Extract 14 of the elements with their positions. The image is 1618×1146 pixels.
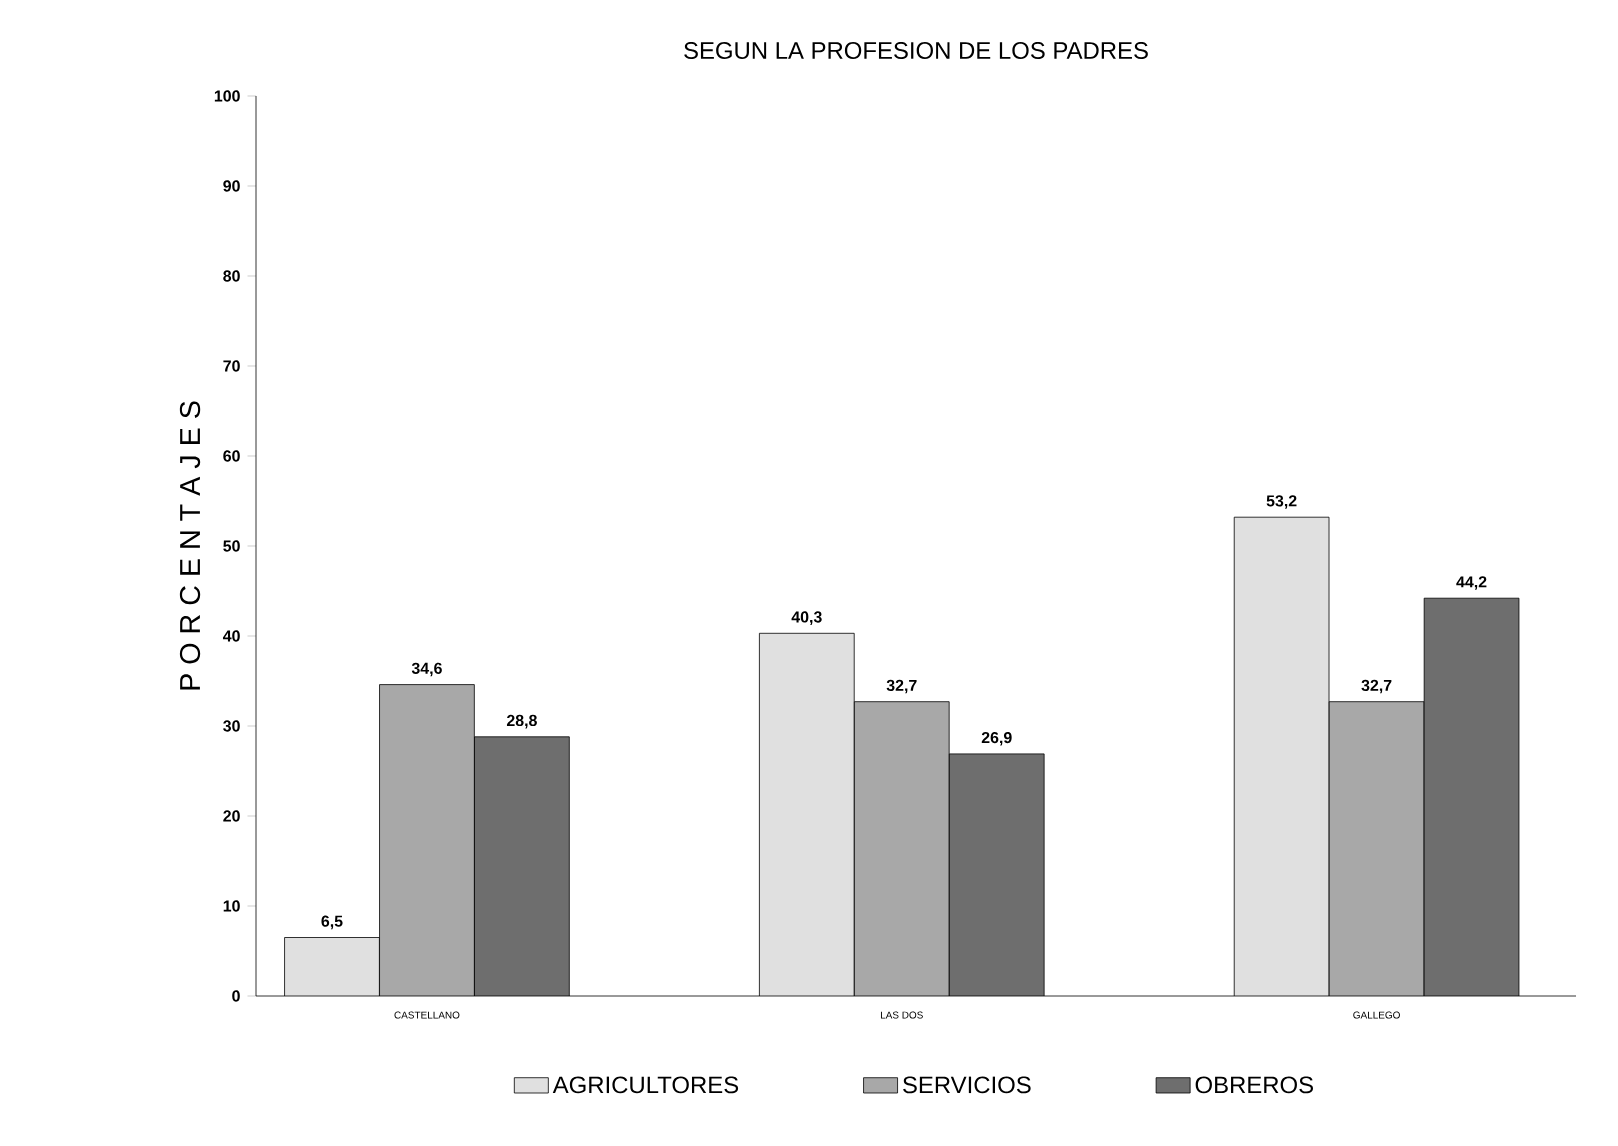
legend-label: SERVICIOS: [903, 1076, 1031, 1094]
bar: [379, 684, 475, 996]
bar: [759, 633, 855, 996]
y-axis-title: P O R C E N T A J E S: [179, 401, 201, 690]
bar: [1328, 701, 1425, 996]
bar: [284, 937, 380, 996]
bar: [1423, 597, 1520, 996]
legend-label: OBREROS: [1195, 1076, 1313, 1094]
bar: [854, 701, 950, 996]
bar: [1233, 516, 1330, 996]
legend-label: AGRICULTORES: [552, 1076, 739, 1094]
bar: [949, 753, 1045, 996]
chart-title: SEGUN LA PROFESION DE LOS PADRES: [684, 42, 1148, 59]
bar: [474, 736, 570, 996]
